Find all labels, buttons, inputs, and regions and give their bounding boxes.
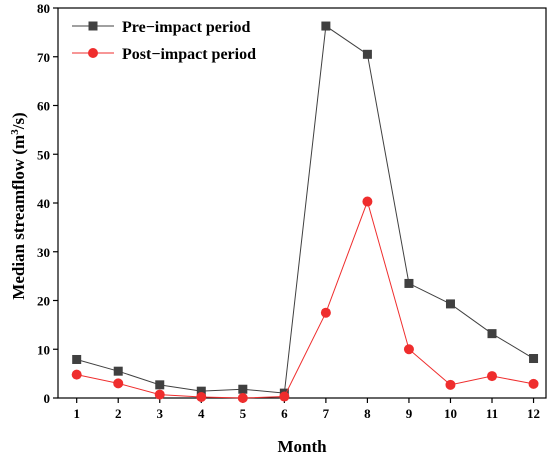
legend-marker (88, 48, 98, 58)
data-point (238, 384, 248, 394)
data-point (321, 21, 331, 31)
y-tick-label: 70 (37, 50, 50, 65)
y-axis-title-superscript: 3 (9, 129, 21, 135)
series-layer (71, 21, 539, 403)
x-tick-label: 1 (73, 406, 80, 421)
data-point (404, 278, 414, 288)
y-axis-title: Median streamflow (m3/s) (9, 112, 28, 299)
series-line (76, 25, 534, 394)
x-tick-label: 2 (115, 406, 122, 421)
x-tick-label: 3 (157, 406, 164, 421)
data-point (154, 389, 165, 400)
legend: Pre−impact period Post−impact period (72, 19, 256, 63)
data-point (487, 329, 497, 339)
y-axis-ticks: 0 10 20 30 40 50 60 70 80 (37, 1, 58, 406)
data-point (528, 378, 539, 389)
y-tick-label: 10 (37, 342, 50, 357)
data-point (320, 307, 331, 318)
y-tick-label: 60 (37, 99, 50, 114)
x-axis-ticks: 1 2 3 4 5 6 7 8 9 10 11 12 (73, 398, 540, 421)
y-tick-label: 20 (37, 294, 50, 309)
plot-frame (57, 7, 547, 399)
legend-item: Post−impact period (72, 46, 256, 63)
x-tick-label: 9 (406, 406, 413, 421)
y-axis-title-tail: /s) (9, 112, 28, 130)
data-point (113, 378, 124, 389)
plot-border (57, 7, 547, 399)
y-tick-label: 40 (37, 196, 50, 211)
data-point (529, 354, 539, 364)
data-point (279, 391, 290, 402)
y-tick-label: 0 (44, 391, 51, 406)
data-point (362, 49, 372, 59)
series-line (76, 199, 534, 399)
x-tick-label: 10 (444, 406, 457, 421)
x-axis-title: Month (277, 437, 327, 456)
data-point (403, 344, 414, 355)
series-2 (71, 196, 539, 403)
y-tick-label: 30 (37, 245, 50, 260)
y-axis-title-main: Median streamflow (m (9, 135, 28, 300)
legend-marker (88, 21, 98, 31)
data-point (196, 386, 206, 396)
x-tick-label: 5 (240, 406, 247, 421)
data-point (72, 354, 82, 364)
x-tick-label: 7 (323, 406, 330, 421)
legend-item: Pre−impact period (72, 19, 250, 36)
data-point (362, 196, 373, 207)
y-tick-label: 80 (37, 1, 50, 16)
y-tick-label: 50 (37, 147, 50, 162)
data-point (113, 366, 123, 376)
data-point (445, 379, 456, 390)
data-point (237, 393, 248, 403)
x-tick-label: 4 (198, 406, 205, 421)
x-tick-label: 11 (486, 406, 498, 421)
x-tick-label: 12 (527, 406, 540, 421)
data-point (487, 371, 498, 382)
series-1 (72, 21, 539, 398)
legend-label: Post−impact period (122, 46, 256, 63)
data-point (71, 369, 82, 380)
data-point (445, 299, 455, 309)
data-point (196, 392, 207, 403)
data-point (155, 380, 165, 390)
x-tick-label: 6 (281, 406, 288, 421)
legend-label: Pre−impact period (122, 19, 250, 36)
x-tick-label: 8 (364, 406, 371, 421)
